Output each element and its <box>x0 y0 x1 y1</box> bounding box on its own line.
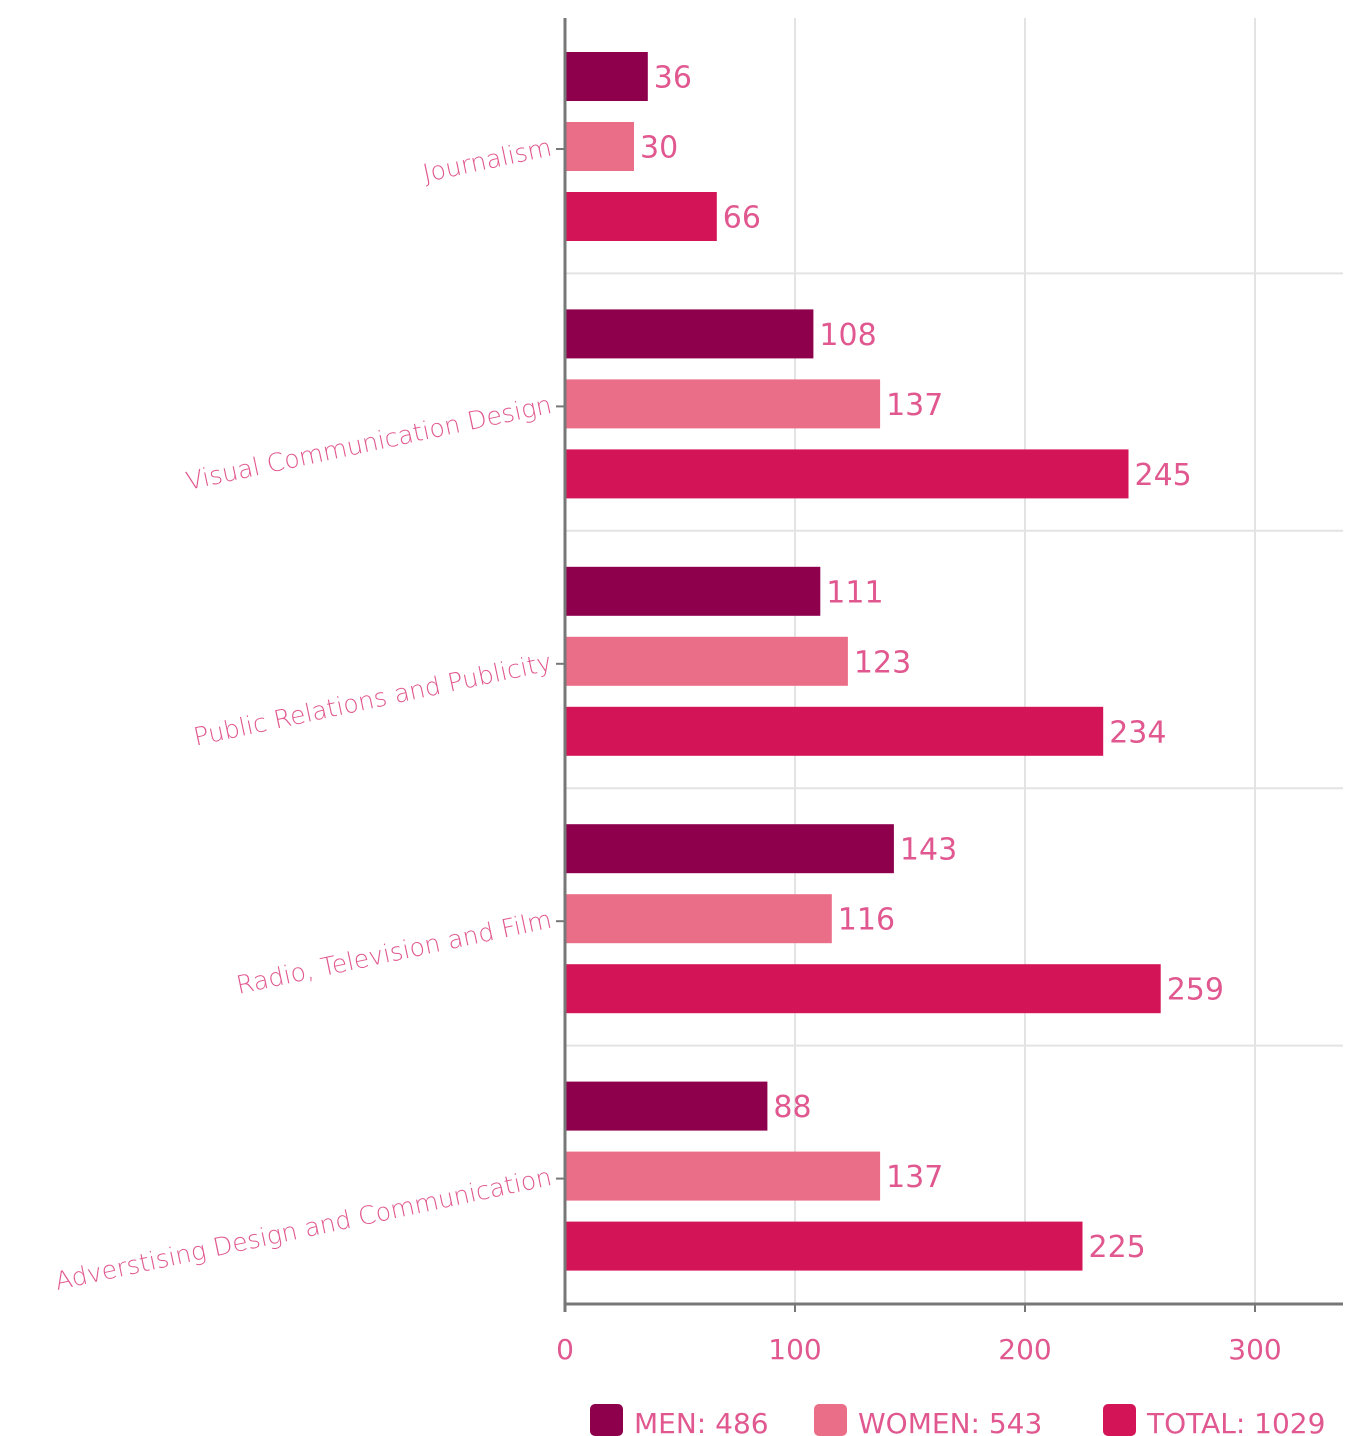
category-label-2: Public Relations and Publicity <box>191 647 554 751</box>
value-label-women-2: 123 <box>854 645 911 680</box>
bars <box>565 52 1161 1271</box>
value-label-total-1: 245 <box>1135 458 1192 493</box>
value-label-men-2: 111 <box>826 575 883 610</box>
bar-total-3 <box>565 964 1161 1014</box>
bar-total-4 <box>565 1221 1083 1271</box>
value-label-total-4: 225 <box>1089 1230 1146 1265</box>
bar-total-0 <box>565 192 717 241</box>
value-label-women-0: 30 <box>640 131 678 166</box>
value-label-total-0: 66 <box>723 201 761 236</box>
bar-men-2 <box>565 566 821 616</box>
legend: MEN: 486 WOMEN: 543 TOTAL: 1029 <box>590 1404 1325 1436</box>
legend-swatch-2 <box>1103 1404 1136 1436</box>
bar-men-0 <box>565 52 648 101</box>
x-tick-label-100: 100 <box>768 1333 821 1366</box>
bar-women-4 <box>565 1151 881 1201</box>
bar-men-1 <box>565 309 814 359</box>
x-tick-label-200: 200 <box>998 1333 1051 1366</box>
value-label-men-1: 108 <box>819 318 876 353</box>
bar-total-1 <box>565 449 1129 499</box>
bar-women-0 <box>565 122 634 171</box>
bar-women-2 <box>565 636 848 686</box>
category-label-3: Radio, Television and Film <box>234 905 554 1000</box>
legend-label-2: TOTAL: 1029 <box>1146 1407 1325 1436</box>
legend-label-0: MEN: 486 <box>634 1407 769 1436</box>
value-label-women-4: 137 <box>886 1160 943 1195</box>
category-label-0: Journalism <box>420 133 554 189</box>
bar-men-3 <box>565 824 894 874</box>
legend-label-1: WOMEN: 543 <box>858 1407 1042 1436</box>
bar-total-2 <box>565 706 1104 756</box>
grid-lines <box>565 18 1343 1304</box>
x-tick-label-300: 300 <box>1228 1333 1281 1366</box>
bar-women-3 <box>565 894 832 944</box>
value-label-men-0: 36 <box>654 61 692 96</box>
legend-swatch-0 <box>590 1404 623 1436</box>
category-label-4: Adverstising Design and Communication <box>52 1162 554 1296</box>
value-label-women-1: 137 <box>886 388 943 423</box>
value-label-men-3: 143 <box>900 833 957 868</box>
bar-women-1 <box>565 379 881 429</box>
axes <box>556 18 1343 1312</box>
x-tick-label-0: 0 <box>556 1333 574 1366</box>
value-label-men-4: 88 <box>773 1090 811 1125</box>
bar-men-4 <box>565 1081 768 1131</box>
category-label-1: Visual Communication Design <box>183 390 554 496</box>
legend-swatch-1 <box>814 1404 847 1436</box>
value-label-total-2: 234 <box>1109 715 1166 750</box>
value-label-women-3: 116 <box>838 903 895 938</box>
value-label-total-3: 259 <box>1167 973 1224 1008</box>
